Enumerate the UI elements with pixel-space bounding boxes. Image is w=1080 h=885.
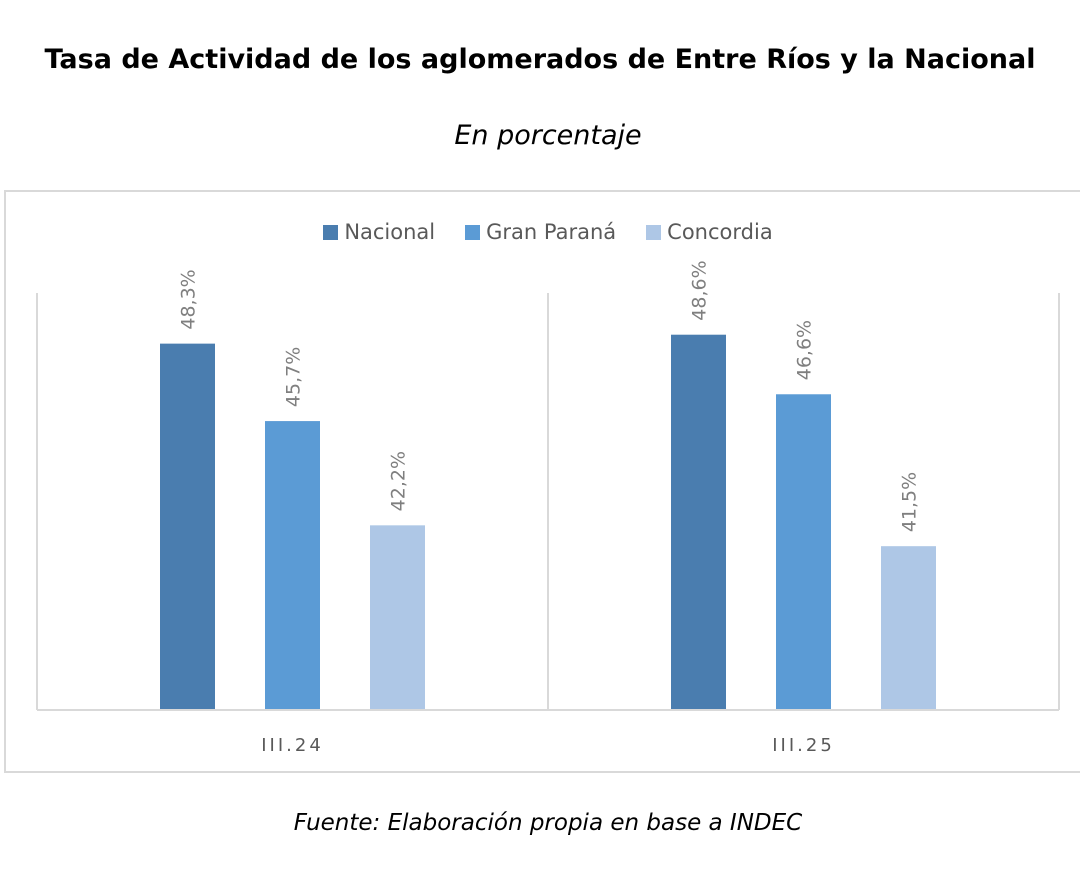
legend: Nacional Gran Paraná Concordia — [0, 220, 1080, 244]
data-label: 48,6% — [689, 260, 711, 320]
legend-swatch-nacional — [323, 224, 339, 240]
chart-frame — [4, 190, 1080, 773]
chart-title: Tasa de Actividad de los aglomerados de … — [44, 44, 1036, 75]
bar-nacional-III.24 — [160, 343, 215, 710]
bar-concordia-III.25 — [881, 546, 936, 710]
data-label: 46,6% — [794, 320, 816, 380]
legend-label-gran-parana: Gran Paraná — [486, 220, 617, 244]
data-label: 42,2% — [388, 451, 410, 511]
data-label: 48,3% — [178, 269, 200, 329]
legend-swatch-concordia — [646, 224, 662, 240]
data-label: 45,7% — [283, 347, 305, 407]
x-tick-label: III.24 — [261, 735, 324, 756]
legend-item-gran-parana: Gran Paraná — [465, 220, 616, 244]
bar-gran-parana-III.25 — [776, 394, 831, 710]
bar-gran-parana-III.24 — [265, 421, 320, 710]
legend-swatch-gran-parana — [465, 224, 481, 240]
legend-label-nacional: Nacional — [344, 220, 436, 244]
chart-subtitle: En porcentaje — [454, 120, 642, 151]
source-note: Fuente: Elaboración propia en base a IND… — [293, 810, 803, 836]
bar-nacional-III.25 — [671, 334, 726, 710]
bar-concordia-III.24 — [370, 525, 425, 710]
legend-item-concordia: Concordia — [646, 220, 773, 244]
legend-label-concordia: Concordia — [667, 220, 773, 244]
legend-item-nacional: Nacional — [323, 220, 435, 244]
data-label: 41,5% — [899, 472, 921, 532]
x-tick-label: III.25 — [772, 735, 835, 756]
